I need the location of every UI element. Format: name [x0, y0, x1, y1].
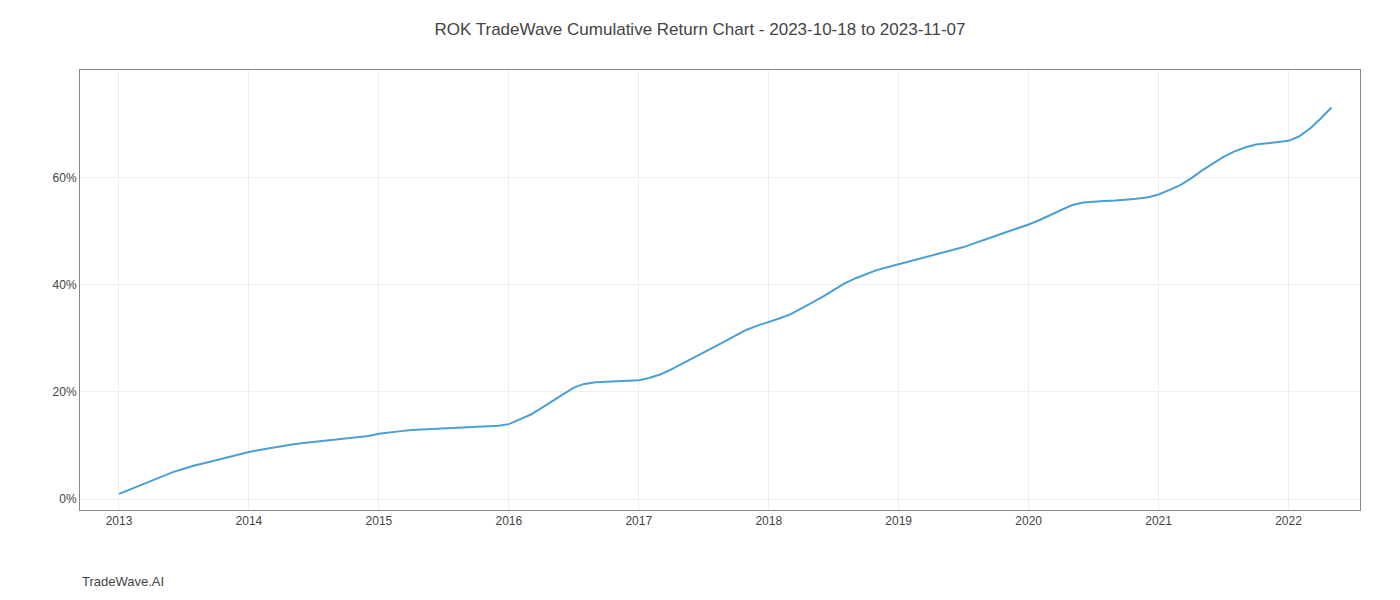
svg-text:2018: 2018	[755, 514, 782, 528]
svg-text:2022: 2022	[1275, 514, 1302, 528]
svg-text:2021: 2021	[1145, 514, 1172, 528]
svg-text:TradeWave.AI: TradeWave.AI	[82, 574, 164, 589]
svg-text:2019: 2019	[885, 514, 912, 528]
svg-text:0%: 0%	[59, 492, 77, 506]
svg-text:2015: 2015	[366, 514, 393, 528]
svg-text:60%: 60%	[53, 171, 77, 185]
svg-text:2017: 2017	[625, 514, 652, 528]
svg-text:2020: 2020	[1015, 514, 1042, 528]
svg-text:2013: 2013	[106, 514, 133, 528]
svg-text:ROK TradeWave Cumulative Retur: ROK TradeWave Cumulative Return Chart - …	[434, 20, 965, 39]
svg-text:40%: 40%	[53, 278, 77, 292]
svg-text:2014: 2014	[236, 514, 263, 528]
svg-text:2016: 2016	[495, 514, 522, 528]
svg-text:20%: 20%	[53, 385, 77, 399]
